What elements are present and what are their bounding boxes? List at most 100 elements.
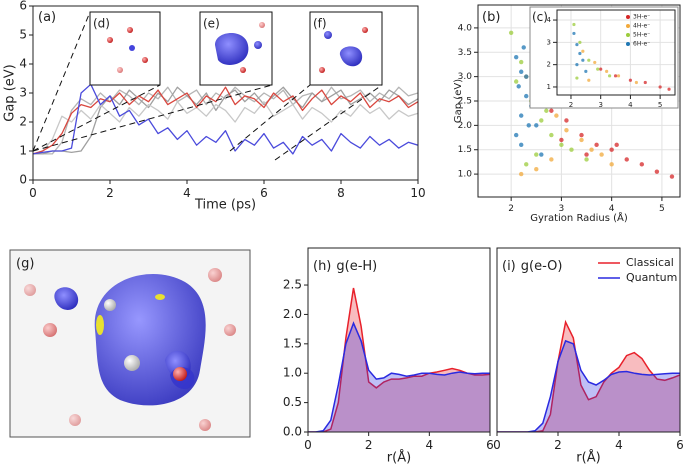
panel-label: (a): [38, 10, 56, 25]
inset-background: [529, 6, 679, 109]
scatter-point: [584, 152, 589, 157]
y-tick-label: 0: [19, 173, 27, 187]
inset-label: (d): [93, 17, 110, 31]
scatter-point: [581, 49, 585, 53]
x-tick-label: 2: [508, 204, 514, 214]
panel-label-text: (i): [502, 259, 516, 274]
scatter-point: [605, 69, 609, 73]
panel-label-text: (a): [38, 10, 56, 25]
scatter-point: [614, 142, 619, 148]
scatter-point: [569, 147, 574, 152]
y-tick-label: 3: [19, 86, 27, 100]
legend-marker: [626, 15, 630, 19]
atom: [319, 67, 325, 73]
scatter-point: [554, 113, 559, 118]
panel: 0 2 4 6 0.0 0.5 1.0 1.5 2.0 2.5 (h) g(e-H) r(Å): [283, 247, 494, 466]
connector: [32, 84, 273, 152]
scatter-point: [579, 132, 584, 138]
scatter-point: [572, 22, 576, 27]
scatter-point: [594, 142, 599, 148]
x-tick-label: 5: [658, 101, 662, 109]
scatter-point: [634, 80, 638, 85]
axes-frame: [477, 4, 681, 198]
atom: [324, 31, 332, 39]
panel-g-image: (g): [9, 249, 251, 438]
axes-frame: [307, 247, 491, 433]
x-tick-label: 6: [260, 186, 268, 200]
legend-label: Quantum: [626, 271, 677, 284]
scatter-point: [521, 45, 526, 50]
x-tick-label: 2: [554, 438, 562, 452]
legend-marker: [626, 42, 630, 46]
atom: [362, 27, 368, 33]
y-tick-label: 1.0: [458, 170, 473, 180]
panel-label-text: (h): [313, 259, 331, 274]
scatter-point: [613, 74, 618, 78]
scatter-point: [575, 42, 579, 47]
panel-label: (c): [532, 10, 548, 24]
x-axis-label: r(Å): [387, 450, 411, 466]
scatter-point: [584, 69, 588, 73]
atom: [240, 67, 246, 73]
plot-area: [33, 83, 418, 155]
x-tick-label: 4: [426, 438, 434, 452]
atom: [43, 323, 57, 337]
scatter-point: [609, 147, 614, 152]
scatter-point: [534, 123, 539, 128]
scatter-point: [599, 152, 604, 157]
legend-label: 3H-e⁻: [633, 14, 650, 21]
scatter-point: [587, 78, 591, 82]
connector: [32, 84, 161, 152]
atom: [199, 419, 211, 431]
scatter-point: [539, 152, 544, 157]
scatter-point: [578, 40, 582, 44]
scatter-point: [608, 74, 612, 78]
scatter-point: [508, 30, 514, 35]
x-axis-label: Time (ps): [194, 198, 256, 213]
y-tick-label: 3: [547, 38, 551, 46]
scatter-point: [534, 152, 539, 157]
area-fill: [308, 323, 490, 432]
x-tick-label: 0: [29, 186, 37, 200]
x-tick-label: 6: [676, 438, 684, 452]
scatter-point: [589, 147, 594, 152]
panel-label-text: (b): [482, 10, 500, 25]
y-tick-label: 6: [19, 0, 27, 13]
scatter-point: [519, 142, 524, 148]
panel-label: (h) g(e-H): [313, 259, 377, 274]
legend-marker: [626, 24, 630, 28]
y-tick-label: 4: [547, 16, 552, 24]
panel: 0 2 4 6 (i) g(e-O) r(Å) Classical Quantum: [493, 247, 684, 466]
scatter-point: [669, 174, 675, 179]
area-fill: [497, 322, 680, 432]
scatter-point: [587, 58, 591, 62]
scatter-point: [549, 157, 554, 162]
atom: [69, 414, 81, 426]
x-tick-label: 10: [410, 186, 425, 200]
scatter-point: [559, 142, 564, 148]
x-tick-label: 6: [486, 438, 494, 452]
atom: [107, 37, 113, 43]
panel: 0 2 4 6 8 10 0 1 2 3 4 5 6 (a) Time (ps) Gap (eV): [3, 0, 426, 213]
atom: [129, 45, 135, 51]
scatter-point: [616, 74, 621, 78]
scatter-point: [539, 118, 544, 123]
atom: [254, 41, 262, 49]
y-tick-label: 0.0: [283, 425, 302, 439]
scatter-point: [564, 118, 569, 123]
scatter-point: [639, 162, 645, 167]
legend-label: Classical: [626, 256, 674, 269]
y-tick-label: 1.5: [458, 145, 472, 155]
scatter-point: [643, 80, 647, 85]
scatter-point: [599, 67, 603, 71]
axes-frame: [496, 247, 681, 433]
axes-frame: [556, 9, 676, 96]
legend-label: 4H-e⁻: [633, 23, 650, 30]
y-tick-label: 2.0: [458, 121, 473, 131]
x-tick-label: 4: [628, 101, 633, 109]
y-tick-label: 2.5: [458, 97, 472, 107]
scatter-point: [524, 162, 529, 167]
